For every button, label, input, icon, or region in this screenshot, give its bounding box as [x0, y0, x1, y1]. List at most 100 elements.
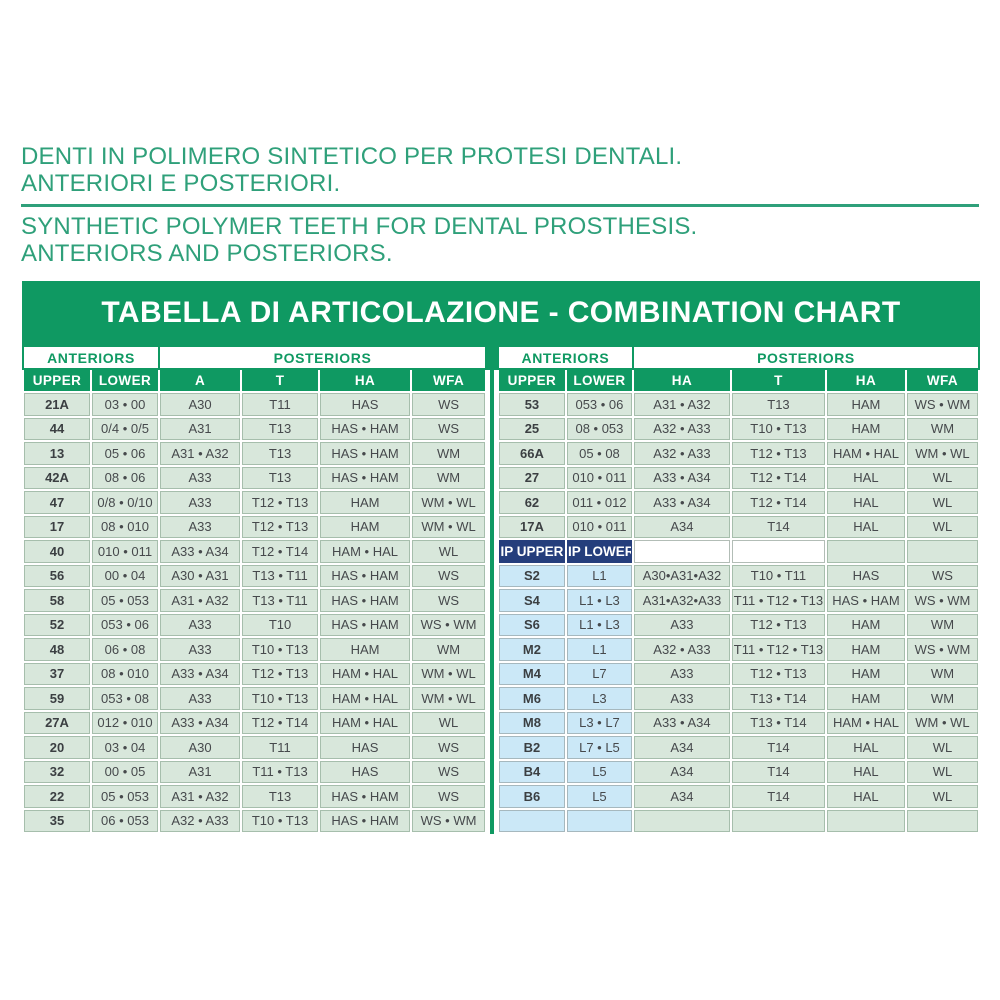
cell: S4	[498, 589, 565, 612]
combination-table-left: ANTERIORS POSTERIORS UPPER LOWER A T HA …	[22, 345, 487, 834]
cell: A30 • A31	[160, 564, 241, 587]
table-row: S6 L1 • L3 A33 T12 • T13 HAM WM	[498, 613, 978, 636]
cell: A33 • A34	[160, 711, 241, 734]
cell: 62	[498, 491, 565, 514]
cell: A30	[160, 736, 241, 759]
cell: WS • WM	[412, 613, 486, 636]
cell: HAM	[826, 417, 905, 440]
cell: 05 • 06	[92, 442, 159, 465]
cell: WL	[906, 785, 978, 808]
empty-cell	[826, 809, 905, 832]
cell: HAL	[826, 736, 905, 759]
cell: T13 • T14	[731, 711, 825, 734]
empty-cell	[566, 809, 632, 832]
cell: T12 • T14	[731, 491, 825, 514]
cell: 53	[498, 393, 565, 416]
cell: WL	[412, 540, 486, 563]
cell: 40	[24, 540, 90, 563]
cell: WS	[412, 393, 486, 416]
table-row: S4 L1 • L3 A31•A32•A33 T11 • T12 • T13 HAS •…	[498, 589, 978, 612]
cell: WM • WL	[412, 515, 486, 538]
cell: HAS	[826, 564, 905, 587]
table-row: 58 05 • 053 A31 • A32 T13 • T11 HAS • HAM WS	[24, 589, 486, 612]
cell: A33 • A34	[633, 466, 730, 489]
cell: WS	[906, 564, 978, 587]
cell: WM	[412, 466, 486, 489]
table-row: 44 0/4 • 0/5 A31 T13 HAS • HAM WS	[24, 417, 486, 440]
empty-cell	[731, 540, 825, 563]
cell: T13	[731, 393, 825, 416]
table-row: 42A 08 • 06 A33 T13 HAS • HAM WM	[24, 466, 486, 489]
cell: T10	[242, 613, 319, 636]
group-header-row: ANTERIORS POSTERIORS	[24, 347, 486, 368]
empty-cell	[633, 809, 730, 832]
cell: A32 • A33	[633, 638, 730, 661]
cell: T12 • T14	[242, 711, 319, 734]
cell: 053 • 06	[566, 393, 632, 416]
table-row: M2 L1 A32 • A33 T11 • T12 • T13 HAM WS • WM	[498, 638, 978, 661]
cell: A32 • A33	[160, 809, 241, 832]
table-row: 56 00 • 04 A30 • A31 T13 • T11 HAS • HAM WS	[24, 564, 486, 587]
cell: A31	[160, 417, 241, 440]
cell: A31 • A32	[160, 442, 241, 465]
cell: T11	[242, 393, 319, 416]
cell: A33 • A34	[160, 662, 241, 685]
cell: WM • WL	[412, 662, 486, 685]
cell: WL	[412, 711, 486, 734]
cell: 053 • 08	[92, 687, 159, 710]
ip-upper-header: IP UPPER	[498, 540, 565, 563]
cell: T13	[242, 785, 319, 808]
cell: HAS	[320, 760, 411, 783]
table-row: 35 06 • 053 A32 • A33 T10 • T13 HAS • HAM WS …	[24, 809, 486, 832]
cell: T13	[242, 417, 319, 440]
cell: HAM • HAL	[320, 687, 411, 710]
table-row: 21A 03 • 00 A30 T11 HAS WS	[24, 393, 486, 416]
cell: WS • WM	[412, 809, 486, 832]
cell: T11 • T12 • T13	[731, 589, 825, 612]
column-header-a: A	[160, 370, 241, 391]
cell: A34	[633, 515, 730, 538]
cell: 35	[24, 809, 90, 832]
heading-italian-line1: DENTI IN POLIMERO SINTETICO PER PROTESI …	[21, 143, 683, 170]
cell: A34	[633, 760, 730, 783]
table-row: 25 08 • 053 A32 • A33 T10 • T13 HAM WM	[498, 417, 978, 440]
page-headings: DENTI IN POLIMERO SINTETICO PER PROTESI …	[21, 143, 979, 267]
cell: L1 • L3	[566, 613, 632, 636]
cell: WL	[906, 736, 978, 759]
cell: HAM • HAL	[320, 711, 411, 734]
cell: M2	[498, 638, 565, 661]
table-row: 47 0/8 • 0/10 A33 T12 • T13 HAM WM • WL	[24, 491, 486, 514]
cell: 03 • 00	[92, 393, 159, 416]
cell: 08 • 010	[92, 662, 159, 685]
empty-cell	[633, 540, 730, 563]
column-header-t: T	[242, 370, 319, 391]
cell: 59	[24, 687, 90, 710]
cell: HAS • HAM	[320, 564, 411, 587]
group-header-posteriors: POSTERIORS	[160, 347, 486, 368]
table-row: 20 03 • 04 A30 T11 HAS WS	[24, 736, 486, 759]
cell: WS • WM	[906, 589, 978, 612]
cell: T14	[731, 515, 825, 538]
cell: S2	[498, 564, 565, 587]
cell: 21A	[24, 393, 90, 416]
cell: WS	[412, 589, 486, 612]
cell: WM	[412, 442, 486, 465]
cell: 06 • 053	[92, 809, 159, 832]
cell: A33	[633, 687, 730, 710]
empty-cell	[906, 540, 978, 563]
cell: 20	[24, 736, 90, 759]
cell: T14	[731, 736, 825, 759]
cell: 32	[24, 760, 90, 783]
cell: T12 • T14	[731, 466, 825, 489]
cell: A33	[160, 466, 241, 489]
table-row: 32 00 • 05 A31 T11 • T13 HAS WS	[24, 760, 486, 783]
cell: A33	[160, 687, 241, 710]
group-header-posteriors: POSTERIORS	[633, 347, 978, 368]
table-row: B6 L5 A34 T14 HAL WL	[498, 785, 978, 808]
cell: 03 • 04	[92, 736, 159, 759]
cell: T13 • T11	[242, 564, 319, 587]
cell: A34	[633, 785, 730, 808]
cell: L7 • L5	[566, 736, 632, 759]
cell: WM • WL	[906, 442, 978, 465]
